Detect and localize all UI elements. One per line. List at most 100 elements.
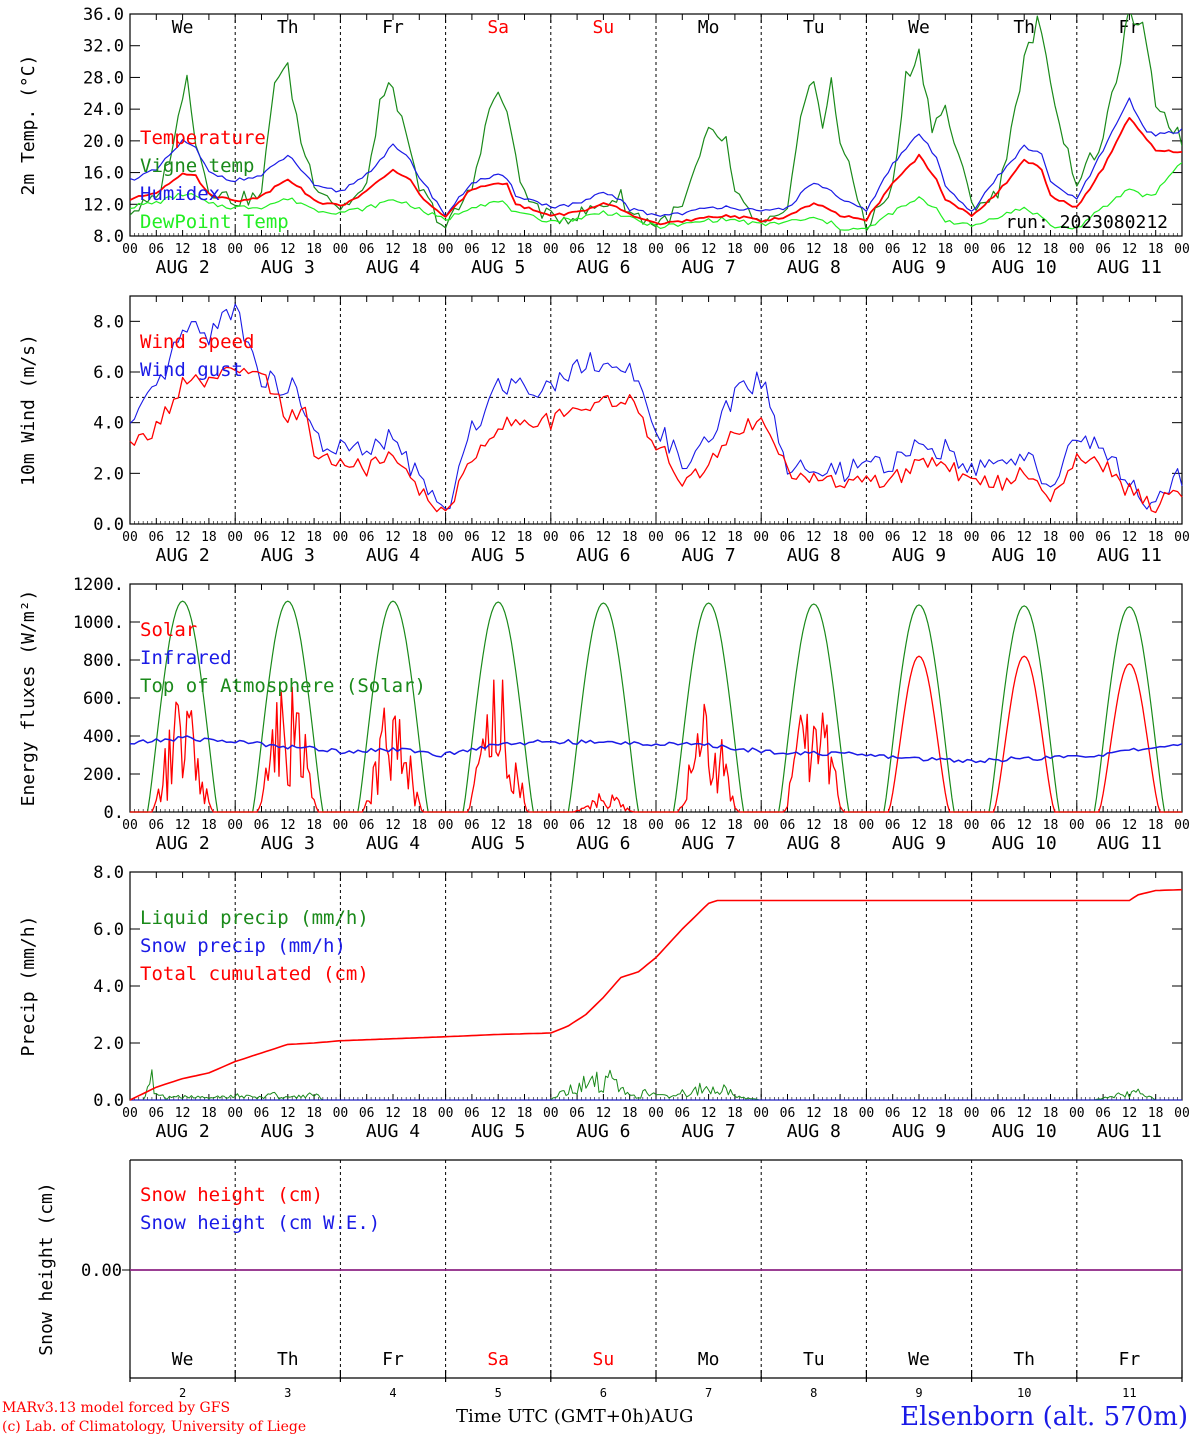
hour-tick-label: 12 [806, 530, 822, 545]
y-axis-label: 2m Temp. (°C) [18, 55, 39, 196]
hour-tick-label: 18 [201, 530, 217, 545]
hour-tick-label: 00 [122, 242, 138, 257]
y-tick-label: 4.0 [93, 977, 124, 997]
hour-tick-label: 12 [490, 818, 506, 833]
hour-tick-label: 18 [1148, 818, 1164, 833]
hour-tick-label: 00 [964, 818, 980, 833]
date-label: AUG 4 [366, 545, 420, 566]
date-label: AUG 5 [471, 545, 525, 566]
hour-tick-label: 12 [1122, 242, 1138, 257]
hour-tick-label: 00 [753, 818, 769, 833]
hour-tick-label: 06 [674, 530, 690, 545]
hour-tick-label: 12 [280, 818, 296, 833]
series-temperature [130, 117, 1182, 226]
series-vigne-temp [130, 14, 1182, 232]
hour-tick-label: 12 [1016, 242, 1032, 257]
hour-tick-label: 12 [911, 1106, 927, 1121]
y-tick-label: 16.0 [83, 164, 124, 184]
hour-tick-label: 00 [753, 530, 769, 545]
hour-tick-label: 12 [806, 1106, 822, 1121]
day-number-label: 2 [179, 1386, 186, 1400]
y-tick-label: 28.0 [83, 68, 124, 88]
date-label: AUG 9 [892, 833, 946, 854]
model-credit: MARv3.13 model forced by GFS [2, 1400, 231, 1416]
day-number-label: 5 [495, 1386, 502, 1400]
legend-entry-solar: Solar [140, 619, 197, 641]
hour-tick-label: 06 [780, 1106, 796, 1121]
hour-tick-label: 06 [1095, 818, 1111, 833]
day-name-label: Fr [1119, 1349, 1141, 1370]
hour-tick-label: 06 [569, 1106, 585, 1121]
hour-tick-label: 06 [254, 1106, 270, 1121]
y-tick-label: 0. [104, 803, 124, 823]
hour-tick-label: 12 [385, 818, 401, 833]
hour-tick-label: 00 [964, 242, 980, 257]
date-label: AUG 9 [892, 1121, 946, 1142]
hour-tick-label: 18 [201, 242, 217, 257]
hour-tick-label: 12 [280, 530, 296, 545]
day-name-label: We [908, 1349, 930, 1370]
day-name-label: Tu [803, 1349, 825, 1370]
day-number-label: 8 [810, 1386, 817, 1400]
hour-tick-label: 12 [1016, 1106, 1032, 1121]
hour-tick-label: 18 [201, 1106, 217, 1121]
date-label: AUG 4 [366, 833, 420, 854]
date-label: AUG 2 [156, 545, 210, 566]
legend-entry-humidex: Humidex [140, 183, 220, 205]
legend-entry-snow-height-cm-: Snow height (cm) [140, 1184, 323, 1206]
hour-tick-label: 12 [596, 818, 612, 833]
date-label: AUG 10 [992, 545, 1057, 566]
day-number-label: 9 [915, 1386, 922, 1400]
hour-tick-label: 00 [122, 530, 138, 545]
hour-tick-label: 18 [937, 530, 953, 545]
date-label: AUG 3 [261, 1121, 315, 1142]
hour-tick-label: 00 [1174, 530, 1190, 545]
hour-tick-label: 06 [148, 242, 164, 257]
hour-tick-label: 06 [1095, 242, 1111, 257]
day-name-label: Mo [698, 1349, 720, 1370]
hour-tick-label: 12 [385, 530, 401, 545]
hour-tick-label: 12 [701, 242, 717, 257]
hour-tick-label: 00 [1069, 818, 1085, 833]
date-label: AUG 8 [787, 545, 841, 566]
hour-tick-label: 12 [490, 530, 506, 545]
y-tick-label: 2.0 [93, 1034, 124, 1054]
hour-tick-label: 18 [622, 818, 638, 833]
hour-tick-label: 06 [359, 530, 375, 545]
y-tick-label: 20.0 [83, 132, 124, 152]
y-tick-label: 8.0 [93, 863, 124, 883]
day-number-label: 4 [389, 1386, 396, 1400]
legend-entry-total-cumulated-cm-: Total cumulated (cm) [140, 963, 369, 985]
hour-tick-label: 18 [622, 1106, 638, 1121]
day-name-label: Su [593, 1349, 615, 1370]
hour-tick-label: 12 [596, 242, 612, 257]
legend-entry-top-of-atmosphere-solar-: Top of Atmosphere (Solar) [140, 675, 426, 697]
hour-tick-label: 18 [517, 530, 533, 545]
series-solar [130, 655, 1182, 813]
hour-tick-label: 06 [885, 530, 901, 545]
day-name-label: Tu [803, 17, 825, 38]
hour-tick-label: 12 [806, 818, 822, 833]
hour-tick-label: 06 [780, 530, 796, 545]
date-label: AUG 10 [992, 1121, 1057, 1142]
hour-tick-label: 06 [569, 818, 585, 833]
hour-tick-label: 18 [411, 1106, 427, 1121]
hour-tick-label: 06 [674, 1106, 690, 1121]
legend-entry-snow-height-cm-w-e-: Snow height (cm W.E.) [140, 1212, 380, 1234]
series-total-cumulated [129, 888, 1183, 1101]
hour-tick-label: 18 [1043, 530, 1059, 545]
hour-tick-label: 18 [622, 242, 638, 257]
hour-tick-label: 00 [333, 242, 349, 257]
hour-tick-label: 00 [227, 530, 243, 545]
hour-tick-label: 06 [990, 530, 1006, 545]
date-label: AUG 7 [682, 833, 736, 854]
hour-tick-label: 00 [859, 530, 875, 545]
hour-tick-label: 18 [411, 818, 427, 833]
hour-tick-label: 00 [1069, 242, 1085, 257]
hour-tick-label: 18 [622, 530, 638, 545]
hour-tick-label: 12 [385, 1106, 401, 1121]
hour-tick-label: 06 [674, 818, 690, 833]
hour-tick-label: 18 [306, 1106, 322, 1121]
y-tick-label: 200. [83, 765, 124, 785]
hour-tick-label: 06 [464, 818, 480, 833]
